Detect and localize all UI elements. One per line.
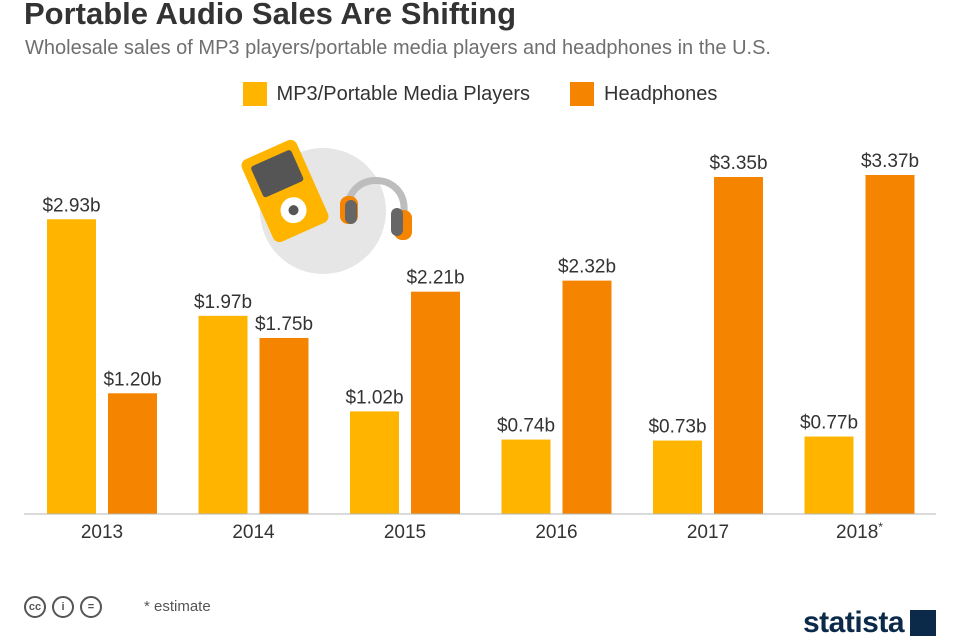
data-label-headphones-2016: $2.32b: [558, 257, 616, 278]
data-label-headphones-2013: $1.20b: [103, 369, 161, 390]
footnote: * estimate: [144, 598, 211, 615]
bar-mp3-2016: [501, 439, 551, 514]
nd-icon: =: [80, 596, 102, 618]
data-label-headphones-2017: $3.35b: [709, 153, 767, 174]
cc-icon: cc: [24, 596, 46, 618]
bar-headphones-2016: [562, 280, 612, 514]
data-label-headphones-2014: $1.75b: [255, 314, 313, 335]
legend-label-headphones: Headphones: [604, 82, 718, 105]
statista-logo: statista: [803, 606, 905, 639]
legend-swatch-headphones: [570, 82, 594, 106]
bar-headphones-2015: [411, 291, 460, 514]
bar-mp3-2018: [804, 436, 854, 514]
legend-swatch-mp3: [242, 82, 267, 106]
data-label-headphones-2018: $3.37b: [861, 151, 919, 172]
data-label-mp3-2018: $0.77b: [800, 413, 858, 434]
data-label-mp3-2013: $2.93b: [42, 195, 100, 216]
legend-label-mp3: MP3/Portable Media Players: [276, 82, 530, 105]
data-label-headphones-2015: $2.21b: [406, 268, 464, 289]
legend-item-headphones: Headphones: [570, 82, 717, 106]
data-label-mp3-2017: $0.73b: [648, 417, 706, 438]
bar-mp3-2017: [653, 440, 702, 514]
statista-logo-mark: [910, 610, 936, 636]
x-tick-label-2013: 2013: [81, 522, 123, 543]
x-tick-label-2014: 2014: [232, 522, 275, 543]
bar-headphones-2014: [259, 337, 309, 514]
bar-mp3-2013: [47, 219, 96, 515]
x-tick-label-2015: 2015: [384, 522, 426, 543]
data-label-mp3-2014: $1.97b: [194, 292, 252, 313]
bar-headphones-2013: [108, 393, 157, 514]
illustration: [241, 139, 412, 274]
x-axis-labels: 2013 2014 2015 2016 2017 2018*: [81, 520, 883, 543]
bar-headphones-2018: [865, 175, 915, 514]
x-tick-label-2018: 2018*: [836, 520, 883, 543]
bars-group: $2.93b $1.20b $1.97b$1.75b $1.02b $2.21b $0.7…: [42, 151, 919, 515]
chart-title: Portable Audio Sales Are Shifting: [24, 0, 517, 31]
data-label-mp3-2016: $0.74b: [497, 416, 555, 437]
mp3-player-icon: [241, 139, 329, 243]
x-tick-label-2017: 2017: [687, 522, 729, 543]
chart-subtitle: Wholesale sales of MP3 players/portable …: [25, 37, 771, 59]
headphones-icon: [340, 177, 412, 240]
legend: MP3/Portable Media Players Headphones: [0, 82, 960, 106]
legend-item-mp3: MP3/Portable Media Players: [242, 82, 530, 106]
bar-mp3-2014: [198, 315, 248, 514]
license-icons: cc i =: [24, 596, 102, 618]
x-tick-label-2016: 2016: [535, 522, 577, 543]
data-label-mp3-2015: $1.02b: [345, 387, 403, 408]
bar-mp3-2015: [350, 411, 399, 514]
bar-headphones-2017: [714, 177, 763, 514]
by-icon: i: [52, 596, 74, 618]
